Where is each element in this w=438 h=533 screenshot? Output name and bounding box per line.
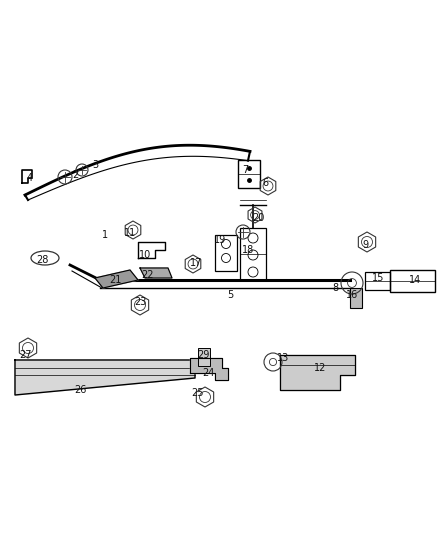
Text: 22: 22 — [142, 270, 154, 280]
Text: 21: 21 — [109, 275, 121, 285]
Text: 20: 20 — [252, 213, 264, 223]
Bar — [390, 270, 435, 292]
Text: 29: 29 — [197, 350, 209, 360]
Text: 11: 11 — [124, 228, 136, 238]
Polygon shape — [15, 360, 195, 395]
Text: 25: 25 — [192, 388, 204, 398]
Text: 26: 26 — [74, 385, 86, 395]
Bar — [350, 288, 362, 308]
Text: 19: 19 — [214, 235, 226, 245]
Text: 13: 13 — [277, 353, 289, 363]
Polygon shape — [280, 355, 355, 390]
Text: 27: 27 — [19, 350, 31, 360]
Text: 4: 4 — [27, 173, 33, 183]
Polygon shape — [190, 358, 228, 380]
Polygon shape — [95, 270, 138, 288]
Polygon shape — [140, 268, 172, 278]
Text: 14: 14 — [409, 275, 421, 285]
Text: 2: 2 — [72, 170, 78, 180]
Bar — [198, 348, 210, 366]
Bar — [365, 272, 390, 290]
Text: 10: 10 — [139, 250, 151, 260]
Bar — [238, 160, 260, 188]
Bar — [215, 235, 237, 271]
Text: 12: 12 — [314, 363, 326, 373]
Text: 15: 15 — [372, 273, 384, 283]
Text: 1: 1 — [102, 230, 108, 240]
Text: 23: 23 — [134, 297, 146, 307]
Text: 7: 7 — [242, 165, 248, 175]
Text: 6: 6 — [262, 178, 268, 188]
Text: 18: 18 — [242, 245, 254, 255]
Bar — [240, 228, 266, 280]
Text: 16: 16 — [346, 290, 358, 300]
Text: 5: 5 — [227, 290, 233, 300]
Text: 17: 17 — [190, 258, 202, 268]
Text: 3: 3 — [92, 160, 98, 170]
Text: 24: 24 — [202, 368, 214, 378]
Text: 8: 8 — [332, 283, 338, 293]
Text: 28: 28 — [36, 255, 48, 265]
Text: 9: 9 — [362, 240, 368, 250]
